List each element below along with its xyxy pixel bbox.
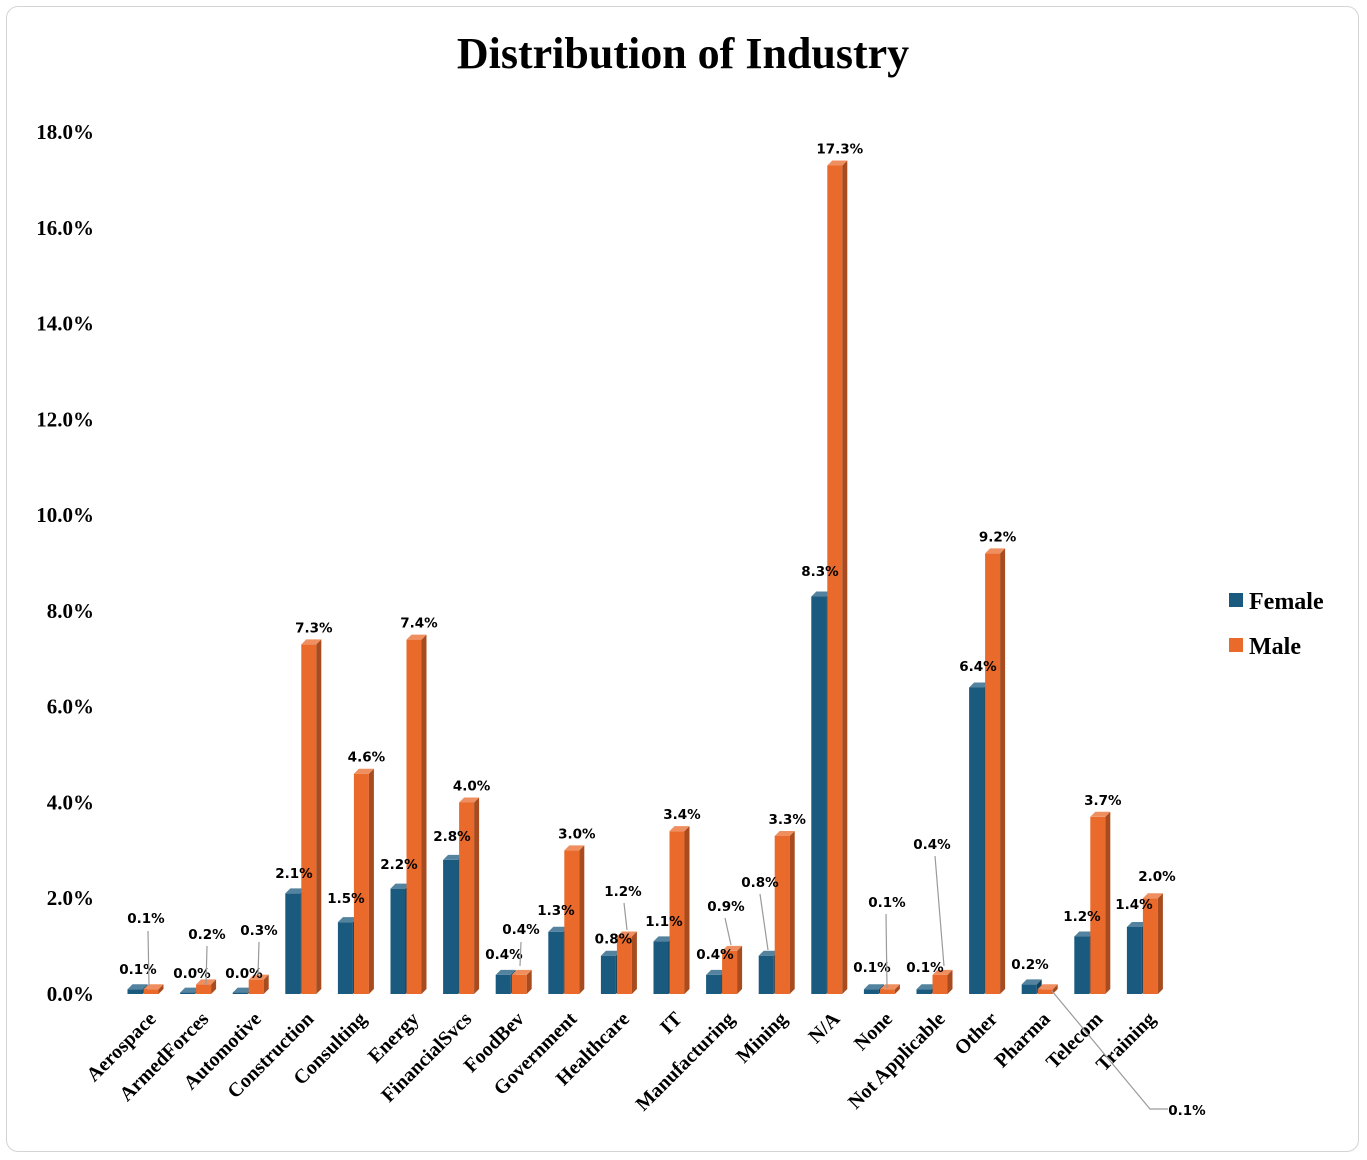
- data-label-female: 1.5%: [327, 891, 365, 907]
- y-tick-label: 16.0%: [36, 216, 94, 240]
- bar-male: [985, 548, 1006, 994]
- bar-male: [1037, 984, 1058, 994]
- bar-male: [879, 984, 900, 994]
- bar-male: [932, 969, 953, 994]
- y-tick-label: 6.0%: [47, 695, 94, 719]
- label-leader-line: [934, 855, 945, 967]
- data-label-female: 6.4%: [959, 659, 997, 675]
- label-leader-line: [759, 893, 769, 951]
- x-tick-label: Mining: [732, 1008, 792, 1068]
- bar-male: [459, 797, 480, 994]
- y-tick-label: 18.0%: [36, 120, 94, 144]
- legend-item-female: Female: [1229, 589, 1324, 615]
- data-label-male: 2.0%: [1138, 869, 1176, 885]
- data-label-male: 3.4%: [663, 807, 701, 823]
- data-label-male: 4.6%: [348, 750, 386, 766]
- data-label-female: 2.1%: [275, 866, 313, 882]
- legend-swatch: [1229, 638, 1243, 652]
- legend-item-male: Male: [1229, 634, 1301, 660]
- data-label-female: 0.4%: [485, 947, 523, 963]
- x-tick-label: Training: [1092, 1008, 1160, 1076]
- chart-title: Distribution of Industry: [457, 29, 909, 78]
- label-leader-line: [205, 945, 208, 986]
- data-label-female: 8.3%: [801, 564, 839, 580]
- bar-male: [774, 830, 795, 994]
- data-label-male: 0.9%: [707, 899, 745, 915]
- bar-male: [827, 160, 848, 994]
- y-tick-label: 12.0%: [36, 407, 94, 431]
- label-leader-line: [147, 930, 150, 987]
- x-tick-label: Pharma: [990, 1008, 1054, 1072]
- data-label-male: 7.3%: [295, 620, 333, 636]
- x-tick-label: Not Applicable: [844, 1008, 950, 1114]
- data-label-female: 0.1%: [906, 960, 944, 976]
- data-label-male: 3.0%: [558, 826, 596, 842]
- bar-male: [248, 974, 269, 994]
- bar-male: [616, 931, 637, 994]
- data-label-male: 9.2%: [979, 529, 1017, 545]
- label-leader-line: [885, 913, 888, 989]
- x-tick-label: IT: [656, 1008, 687, 1039]
- y-tick-label: 0.0%: [47, 982, 94, 1006]
- data-label-male: 0.4%: [913, 837, 951, 853]
- data-label-male: 3.7%: [1084, 793, 1122, 809]
- bar-male: [511, 969, 532, 994]
- data-label-female: 1.4%: [1115, 897, 1153, 913]
- legend: Female Male: [1229, 589, 1324, 660]
- data-label-female: 0.4%: [696, 947, 734, 963]
- data-labels: 0.1% 0.0% 0.0% 2.1% 1.5% 2.2% 2.8% 0.4% 1.3% 0.8%…: [119, 142, 1206, 1119]
- bar-male: [1142, 893, 1163, 994]
- data-label-male: 3.3%: [768, 812, 806, 828]
- data-label-female: 0.1%: [119, 962, 157, 978]
- data-label-female: 1.1%: [645, 914, 683, 930]
- data-label-female: 0.8%: [741, 875, 779, 891]
- x-tick-label: N/A: [804, 1008, 844, 1048]
- y-tick-label: 4.0%: [47, 790, 94, 814]
- y-tick-label: 2.0%: [47, 886, 94, 910]
- data-label-male: 0.3%: [240, 923, 278, 939]
- label-leader-line: [257, 941, 260, 977]
- data-label-female: 0.2%: [1011, 957, 1049, 973]
- y-tick-label: 8.0%: [47, 599, 94, 623]
- data-label-female: 1.2%: [1063, 909, 1101, 925]
- label-leader-line: [623, 902, 628, 931]
- bars: [127, 160, 1163, 994]
- y-axis: 0.0% 2.0% 4.0% 6.0% 8.0% 10.0% 12.0% 14.0% 16.0%…: [36, 120, 94, 1006]
- data-label-female: 0.8%: [595, 932, 633, 948]
- label-leader-line: [519, 941, 522, 967]
- y-tick-label: 10.0%: [36, 503, 94, 527]
- data-label-male: 0.4%: [502, 922, 540, 938]
- legend-label: Female: [1249, 589, 1324, 615]
- data-label-male: 7.4%: [400, 616, 438, 632]
- x-tick-label: None: [850, 1008, 897, 1055]
- data-label-female: 0.0%: [225, 966, 263, 982]
- y-tick-label: 14.0%: [36, 312, 94, 336]
- data-label-male: 1.2%: [604, 884, 642, 900]
- data-label-female: 1.3%: [537, 903, 575, 919]
- data-label-female: 2.2%: [380, 857, 418, 873]
- bar-male: [669, 826, 690, 994]
- label-leader-line: [1051, 990, 1168, 1110]
- label-leader-line: [724, 917, 732, 946]
- data-label-male: 0.1%: [127, 911, 165, 927]
- data-label-male: 0.1%: [1168, 1103, 1206, 1119]
- data-label-male: 17.3%: [816, 142, 863, 158]
- bar-male: [564, 845, 585, 994]
- bar-male: [353, 768, 374, 994]
- bar-male: [722, 945, 743, 994]
- data-label-male: 0.1%: [868, 895, 906, 911]
- data-label-female: 0.0%: [173, 966, 211, 982]
- bar-male: [301, 639, 322, 994]
- x-axis: AerospaceArmedForcesAutomotiveConstructi…: [82, 1008, 1160, 1116]
- data-label-male: 0.2%: [188, 927, 226, 943]
- data-label-female: 0.1%: [853, 960, 891, 976]
- data-label-female: 2.8%: [433, 829, 471, 845]
- legend-swatch: [1229, 593, 1243, 607]
- bar-male: [1090, 811, 1111, 994]
- data-label-male: 4.0%: [453, 778, 491, 794]
- chart-frame: [6, 6, 1359, 1152]
- bar-male: [406, 634, 427, 994]
- legend-label: Male: [1249, 634, 1301, 660]
